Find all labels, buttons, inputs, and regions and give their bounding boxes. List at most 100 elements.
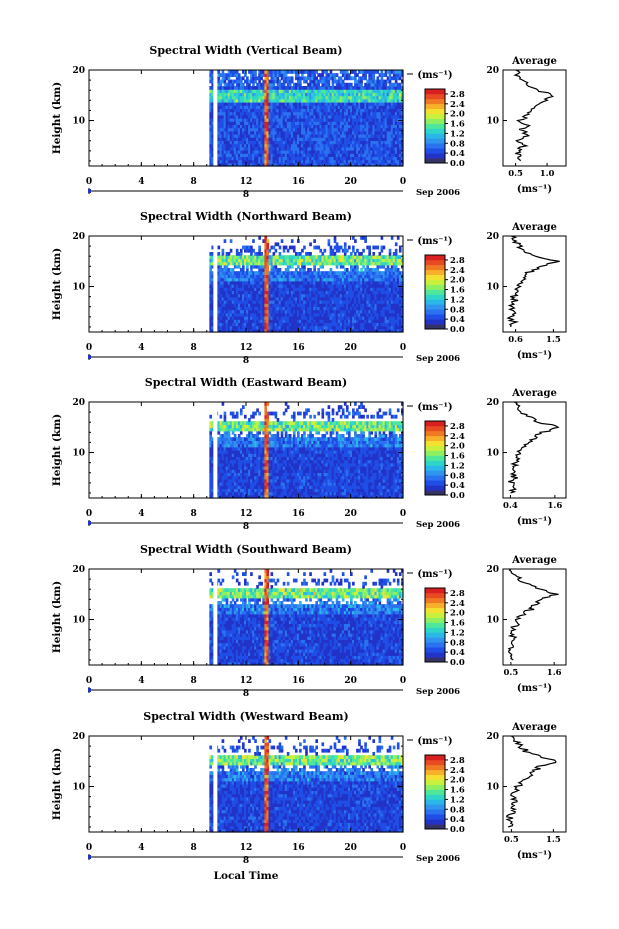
- heatmap-cell: [339, 124, 343, 129]
- heatmap-cell: [233, 159, 237, 164]
- heatmap-cell: [290, 290, 294, 295]
- heatmap-cell: [366, 108, 369, 113]
- heatmap-cell: [252, 130, 255, 135]
- heatmap-cells: [209, 236, 404, 333]
- heatmap-cell: [356, 89, 359, 93]
- heatmap-cell: [276, 271, 280, 275]
- heatmap-cell: [325, 284, 329, 288]
- heatmap-cell: [244, 255, 247, 259]
- heatmap-cell: [400, 134, 404, 138]
- heatmap-cell: [347, 277, 351, 282]
- heatmap-cell: [239, 111, 243, 116]
- heatmap-cell: [274, 76, 278, 81]
- heatmap-cell: [335, 296, 339, 301]
- heatmap-cell: [335, 325, 339, 330]
- heatmap-cell: [209, 316, 213, 320]
- heatmap-cell: [209, 140, 213, 145]
- heatmap-cell: [223, 118, 227, 122]
- heatmap-cell: [266, 150, 270, 154]
- heatmap-cell: [246, 325, 249, 330]
- heatmap-cell: [254, 159, 257, 164]
- heatmap-cell: [317, 300, 321, 304]
- heatmap-cell: [235, 76, 239, 81]
- heatmap-cell: [244, 143, 247, 148]
- heatmap-cell: [280, 134, 284, 138]
- heatmap-cell: [268, 309, 272, 314]
- heatmap-cell: [339, 303, 343, 307]
- heatmap-cell: [376, 306, 380, 311]
- heatmap-cell: [229, 248, 233, 253]
- heatmap-cell: [303, 140, 306, 145]
- heatmap-cell: [335, 105, 339, 109]
- heatmap-cell: [270, 159, 274, 164]
- heatmap-cell: [264, 114, 268, 119]
- heatmap-cell: [311, 309, 314, 314]
- heatmap-cell: [325, 293, 329, 298]
- heatmap-cell: [231, 287, 235, 291]
- heatmap-cell: [331, 312, 335, 317]
- heatmap-cell: [264, 309, 268, 314]
- heatmap-cell: [311, 156, 314, 161]
- heatmap-cell: [280, 258, 284, 263]
- heatmap-cell: [380, 284, 384, 288]
- heatmap-cell: [237, 156, 241, 161]
- heatmap-cell: [239, 274, 243, 279]
- heatmap-cell: [244, 70, 247, 74]
- heatmap-cell: [288, 274, 292, 279]
- heatmap-cell: [311, 70, 314, 74]
- heatmap-cell: [384, 121, 388, 125]
- heatmap-cell: [339, 287, 343, 291]
- heatmap-cell: [327, 156, 331, 161]
- heatmap-cell: [270, 322, 274, 327]
- heatmap-cell: [235, 300, 239, 304]
- heatmap-cell: [331, 140, 335, 145]
- heatmap-cell: [386, 114, 390, 119]
- heatmap-cell: [339, 290, 343, 295]
- heatmap-cell: [301, 284, 304, 288]
- heatmap-cell: [292, 245, 296, 250]
- heatmap-cell: [241, 245, 245, 250]
- heatmap-cell: [362, 118, 365, 122]
- heatmap-cell: [256, 274, 259, 279]
- heatmap-cell: [376, 159, 380, 164]
- heatmap-cell: [335, 130, 339, 135]
- heatmap-cell: [305, 258, 308, 263]
- heatmap-cell: [211, 258, 215, 263]
- heatmap-cell: [362, 287, 365, 291]
- heatmap-cell: [288, 258, 292, 263]
- heatmap-cell: [301, 159, 304, 164]
- heatmap-cell: [382, 159, 386, 164]
- heatmap-cell: [327, 162, 331, 167]
- heatmap-cell: [347, 153, 351, 157]
- heatmap-cell: [333, 140, 337, 145]
- heatmap-cell: [305, 76, 308, 81]
- heatmap-cell: [223, 76, 227, 81]
- heatmap-cell: [284, 92, 288, 97]
- heatmap-cell: [333, 105, 337, 109]
- heatmap-cell: [345, 280, 349, 285]
- heatmap-cell: [256, 280, 259, 285]
- heatmap-cell: [366, 328, 369, 333]
- heatmap-cell: [223, 303, 227, 307]
- heatmap-cell: [372, 143, 376, 148]
- heatmap-cell: [356, 95, 359, 100]
- heatmap-cell: [276, 312, 280, 317]
- heatmap-cell: [347, 89, 351, 93]
- heatmap-cell: [352, 108, 355, 113]
- heatmap-cell: [347, 162, 351, 167]
- heatmap-cell: [231, 134, 235, 138]
- heatmap-cell: [347, 124, 351, 129]
- heatmap-cell: [237, 137, 241, 141]
- heatmap-cell: [292, 124, 296, 129]
- heatmap-cell: [345, 111, 349, 116]
- heatmap-cell: [398, 156, 402, 161]
- heatmap-cell: [315, 280, 318, 285]
- heatmap-cell: [315, 79, 318, 84]
- heatmap-cell: [362, 271, 365, 275]
- heatmap-cell: [246, 140, 249, 145]
- heatmap-cell: [335, 309, 339, 314]
- heatmap-cell: [337, 86, 341, 90]
- heatmap-cell: [311, 118, 314, 122]
- heatmap-cell: [239, 319, 243, 323]
